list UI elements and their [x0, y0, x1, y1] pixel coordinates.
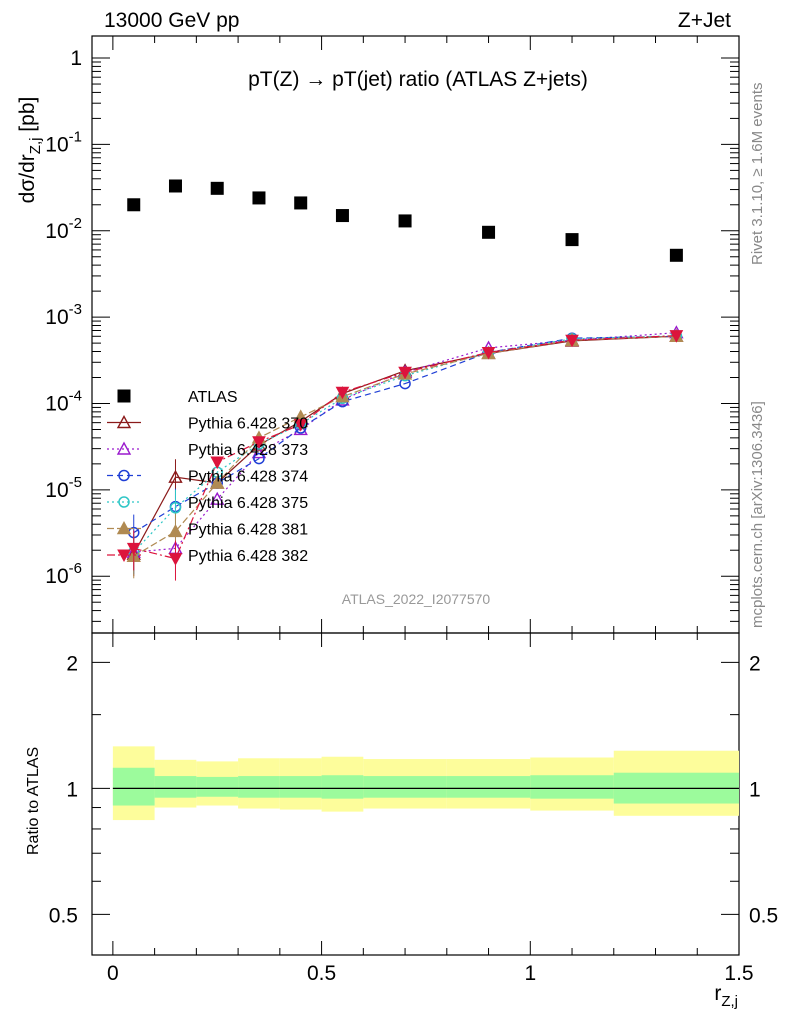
data-point [169, 502, 182, 514]
x-tick-label: 0.5 [307, 962, 336, 985]
header-energy: 13000 GeV pp [104, 9, 239, 32]
ratio-band-inner [446, 776, 531, 798]
y-tick-label-main: 10-3 [45, 301, 82, 329]
series-atlas [127, 179, 683, 262]
legend-marker [118, 496, 130, 508]
legend-marker [117, 549, 131, 563]
y-tick-label-ratio: 2 [66, 652, 78, 675]
data-point [127, 198, 141, 212]
data-point [398, 366, 412, 380]
legend-label: Pythia 6.428 375 [188, 495, 308, 512]
y-tick-label-main: 10-5 [45, 474, 82, 502]
legend-entry: Pythia 6.428 370 [107, 415, 308, 433]
y-tick-label-main: 10-4 [45, 387, 82, 415]
legend-entry: Pythia 6.428 382 [107, 548, 308, 565]
legend-entry: Pythia 6.428 373 [107, 441, 308, 459]
ratio-band-inner [363, 776, 447, 798]
ratio-band-inner [196, 776, 239, 797]
data-point [565, 334, 579, 348]
data-point [168, 469, 183, 483]
y-tick-label-main: 10-2 [45, 215, 82, 243]
rivet-version: Rivet 3.1.10, ≥ 1.6M events [749, 83, 766, 266]
x-tick-label: 1.5 [724, 962, 753, 985]
ratio-band-inner [279, 776, 322, 798]
y-tick-label-main: 10-6 [45, 560, 82, 588]
x-axis-label: rZ,j [714, 982, 738, 1010]
data-point [669, 330, 684, 343]
ratio-band-inner [530, 775, 614, 799]
legend-entry: ATLAS [117, 389, 238, 406]
y-axis-label-ratio: Ratio to ATLAS [25, 747, 42, 855]
data-point [482, 225, 496, 239]
data-point [335, 386, 350, 400]
data-point [293, 422, 308, 436]
legend-entry: Pythia 6.428 381 [107, 521, 308, 539]
data-point [294, 196, 308, 210]
mcplots-credit: mcplots.cern.ch [arXiv:1306.3436] [749, 401, 766, 628]
legend-label: Pythia 6.428 373 [188, 442, 308, 459]
data-point [565, 233, 579, 247]
y-tick-label-ratio: 1 [66, 778, 78, 801]
x-tick-label: 1 [524, 962, 536, 985]
y-tick-label-ratio: 0.5 [49, 904, 78, 927]
data-point [168, 179, 182, 193]
plot-title: pT(Z) → pT(jet) ratio (ATLAS Z+jets) [248, 68, 588, 91]
main-plot-frame [91, 35, 740, 634]
data-point [293, 419, 308, 432]
plot-title-text: pT(Z) → pT(jet) ratio (ATLAS Z+jets) [248, 68, 588, 91]
data-point [126, 542, 141, 556]
legend-marker [116, 521, 132, 535]
legend-entry: Pythia 6.428 374 [107, 469, 308, 486]
data-point [253, 452, 265, 465]
series-line [133, 335, 677, 553]
data-point [251, 445, 267, 459]
data-point [251, 437, 267, 451]
ratio-bands [112, 746, 739, 821]
data-point [168, 553, 183, 566]
data-point [252, 191, 266, 205]
y-tick-label-main: 10-1 [45, 128, 82, 156]
series-pythia-6 [126, 330, 684, 581]
ratio-band-inner [154, 776, 197, 798]
data-point [335, 209, 349, 223]
ratio-band-inner [238, 776, 280, 798]
y-tick-label-ratio-right: 1 [749, 778, 761, 801]
data-point [168, 523, 183, 538]
series-line [133, 335, 677, 560]
data-point [252, 436, 266, 449]
axis-ticks: 0 0.5 1 1.5 10-6 10-5 10-4 10-3 10-2 10-1 1 0.5 0.5 1… [45, 36, 778, 985]
data-point [210, 456, 225, 470]
x-tick-label: 0 [107, 962, 119, 985]
y-axis-label-main: dσ/drZ,j [pb] [16, 97, 44, 204]
legend-marker [116, 441, 132, 455]
legend: ATLAS Pythia 6.428 370 Pythia 6.428 373 Pyt… [107, 389, 308, 565]
data-point [210, 491, 225, 505]
legend-label: Pythia 6.428 370 [188, 416, 308, 433]
legend-entry: Pythia 6.428 375 [107, 495, 308, 512]
legend-label: Pythia 6.428 382 [188, 548, 308, 565]
data-point [210, 181, 224, 195]
y-tick-label-ratio-right: 2 [749, 652, 761, 675]
header-process: Z+Jet [678, 9, 731, 32]
ratio-band-inner [321, 775, 364, 799]
data-point [481, 346, 496, 360]
data-point [210, 475, 225, 489]
legend-marker [116, 415, 132, 429]
legend-label: ATLAS [188, 389, 238, 406]
svg-text:dσ/drZ,j [pb]: dσ/drZ,j [pb] [16, 97, 44, 204]
ratio-band-inner [112, 767, 155, 806]
legend-marker [117, 389, 131, 403]
y-tick-label-main: 1 [70, 47, 82, 70]
legend-label: Pythia 6.428 374 [188, 469, 308, 486]
data-series [126, 179, 684, 581]
data-point [669, 248, 683, 262]
y-tick-label-ratio-right: 0.5 [749, 904, 778, 927]
legend-marker [118, 469, 130, 482]
data-point [398, 214, 412, 228]
legend-label: Pythia 6.428 381 [188, 522, 308, 539]
analysis-watermark: ATLAS_2022_I2077570 [342, 591, 491, 607]
series-line [133, 332, 677, 553]
